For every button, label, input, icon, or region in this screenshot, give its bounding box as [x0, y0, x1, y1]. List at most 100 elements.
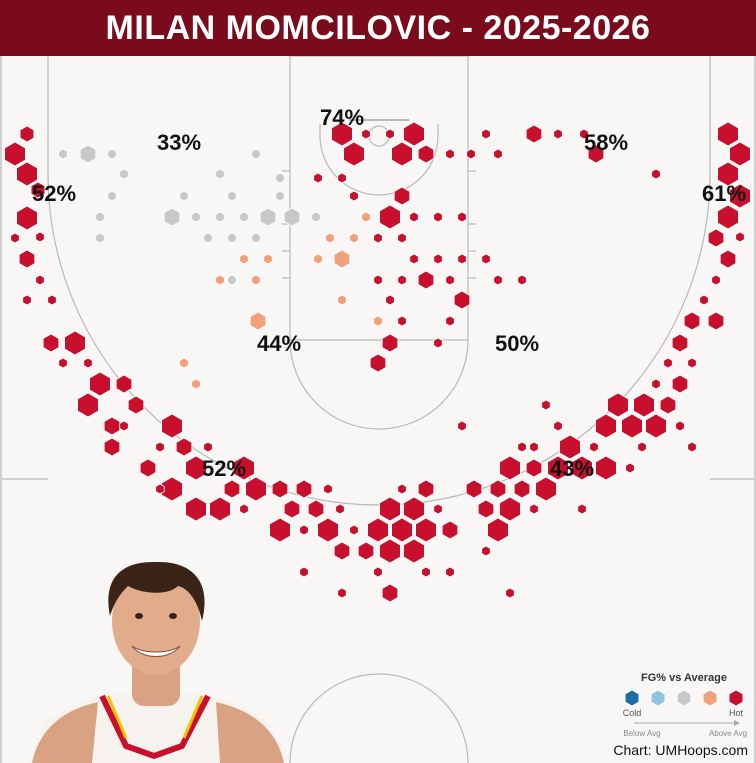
shot-hex [155, 441, 165, 453]
free-throw-circle [289, 339, 469, 430]
shot-hex [155, 483, 165, 495]
shot-hex [349, 524, 359, 536]
shot-hex [466, 148, 476, 160]
shot-hex [4, 141, 26, 167]
shot-hex [313, 253, 323, 265]
shot-hex [283, 499, 301, 519]
court-lines [2, 56, 754, 763]
legend-above-label: Above Avg [709, 729, 747, 738]
legend-swatch-average [676, 689, 692, 707]
shot-hex [415, 517, 437, 543]
shot-hex [127, 395, 145, 415]
shot-hex [185, 455, 207, 481]
shot-hex [379, 204, 401, 230]
smile [131, 645, 181, 657]
shot-hex [535, 476, 557, 502]
shot-hex [553, 420, 563, 432]
shot-hex [83, 357, 93, 369]
shot-hex [161, 476, 183, 502]
shot-hex [637, 441, 647, 453]
shot-hex [191, 211, 201, 223]
shot-hex [595, 455, 617, 481]
shot-hex [337, 294, 347, 306]
zone-labels: 74% 33% 58% 52% 61% 44% 50% 52% 43% [32, 105, 746, 481]
shot-hex [373, 274, 383, 286]
legend: FG% vs Average Cold Hot Below Avg Above … [623, 672, 747, 738]
shot-hex [335, 503, 345, 515]
legend-cold-label: Cold [623, 708, 642, 718]
shot-hex [453, 290, 471, 310]
shot-hex [391, 517, 413, 543]
shot-hex [119, 420, 129, 432]
zone-label-left-wing: 52% [202, 456, 246, 481]
shot-hex [89, 371, 111, 397]
shot-hex [64, 330, 86, 356]
shot-hex [179, 357, 189, 369]
shot-hex [299, 566, 309, 578]
shot-hex [663, 357, 673, 369]
shot-hex [707, 311, 725, 331]
shot-hex [107, 190, 117, 202]
shot-hex [77, 392, 99, 418]
shot-hex [271, 479, 289, 499]
shot-hex [239, 503, 249, 515]
shot-hex [397, 315, 407, 327]
legend-title: FG% vs Average [641, 672, 727, 684]
shot-hex [103, 416, 121, 436]
shot-hex [333, 249, 351, 269]
shot-hex [465, 479, 483, 499]
shot-hex [209, 496, 231, 522]
shot-hex [163, 207, 181, 227]
shot-hex [645, 413, 667, 439]
shot-hex [421, 566, 431, 578]
shot-hex [215, 168, 225, 180]
shot-hex [589, 441, 599, 453]
shot-hex [433, 211, 443, 223]
shot-hex [379, 496, 401, 522]
shot-hex [587, 144, 605, 164]
shot-hex [139, 458, 157, 478]
shot-hex [251, 274, 261, 286]
shot-hex [251, 148, 261, 160]
shot-hex [651, 378, 661, 390]
shot-hex [441, 520, 459, 540]
shot-hex [259, 207, 277, 227]
shot-hex [529, 441, 539, 453]
shot-hex [493, 148, 503, 160]
shot-hex [487, 517, 509, 543]
shot-hex [397, 232, 407, 244]
shot-hex [215, 274, 225, 286]
shot-hex [403, 121, 425, 147]
shot-hex [717, 121, 739, 147]
shot-hex [711, 274, 721, 286]
zone-label-restricted: 74% [320, 105, 364, 130]
shot-hex [445, 566, 455, 578]
shot-hex [263, 253, 273, 265]
shot-hex [525, 124, 543, 144]
shot-hex [577, 503, 587, 515]
legend-hot-label: Hot [729, 708, 744, 718]
shot-hex [331, 121, 353, 147]
legend-swatch-above [702, 689, 718, 707]
shot-hex [337, 172, 347, 184]
shot-hex [275, 172, 285, 184]
shot-hex [357, 541, 375, 561]
shot-hex [445, 148, 455, 160]
shot-hex [16, 161, 38, 187]
shot-hex [381, 583, 399, 603]
shot-hex [337, 587, 347, 599]
shot-hex [275, 190, 285, 202]
shot-hex [249, 311, 267, 331]
shot-hex [379, 538, 401, 564]
shot-hex [621, 413, 643, 439]
chart-credit: Chart: UMHoops.com [613, 742, 748, 758]
shot-hex [191, 378, 201, 390]
shot-hex [409, 211, 419, 223]
shot-hex [107, 148, 117, 160]
shot-hex [595, 413, 617, 439]
shot-hex [95, 232, 105, 244]
shot-hex [239, 253, 249, 265]
zone-label-right-corner: 61% [702, 181, 746, 206]
shot-hex [283, 207, 301, 227]
shot-hex [269, 517, 291, 543]
